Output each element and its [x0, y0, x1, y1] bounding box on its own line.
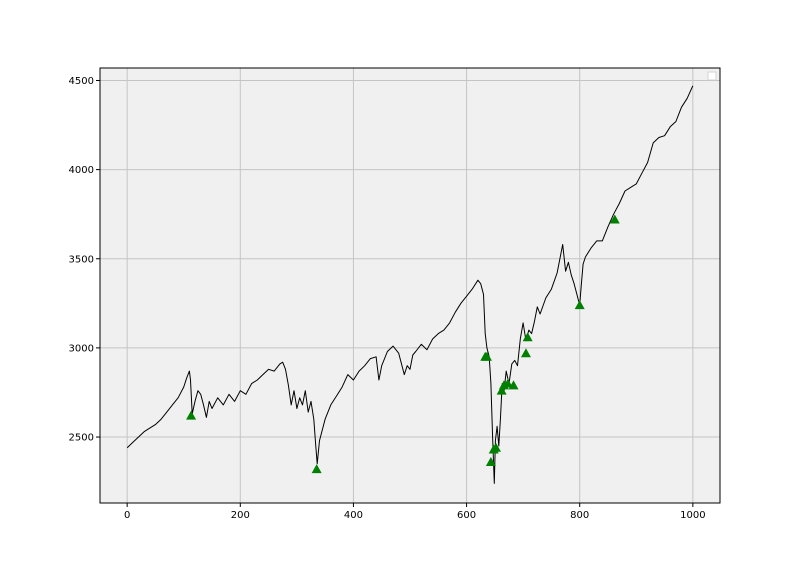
x-tick-label: 200	[231, 510, 250, 521]
y-tick-label: 4000	[69, 165, 94, 176]
x-tick-label: 0	[124, 510, 130, 521]
plot-area	[100, 68, 720, 503]
x-tick-label: 400	[344, 510, 363, 521]
signal-marker-triangle	[574, 300, 585, 310]
signal-marker-triangle	[508, 380, 519, 390]
signal-marker-triangle	[485, 456, 496, 466]
series-line-layer	[126, 85, 694, 484]
plot-frame	[99, 67, 721, 504]
signal-marker-triangle	[186, 410, 197, 420]
y-tick-label: 4500	[69, 76, 94, 87]
signal-markers	[186, 214, 620, 474]
x-tick-label: 600	[457, 510, 476, 521]
price-series-line	[126, 85, 694, 484]
signal-marker-triangle	[522, 332, 533, 342]
grid-lines	[100, 68, 720, 503]
signal-marker-triangle	[502, 378, 513, 388]
signal-marker-triangle	[481, 351, 492, 361]
x-tick-label: 800	[570, 510, 589, 521]
y-tick-label: 3500	[69, 254, 94, 265]
signal-marker-triangle	[609, 214, 620, 224]
legend-box	[707, 71, 717, 81]
signal-marker-triangle	[496, 385, 507, 395]
x-tick-label: 1000	[680, 510, 705, 521]
axis-ticks: 0 200 400 600 800 1000 2500 3000 3500 4000 4500	[69, 76, 706, 521]
signal-marker-triangle	[311, 464, 322, 474]
signal-marker-triangle	[520, 348, 531, 358]
y-tick-label: 2500	[69, 433, 94, 444]
signal-marker-triangle	[490, 442, 501, 452]
y-tick-label: 3000	[69, 343, 94, 354]
